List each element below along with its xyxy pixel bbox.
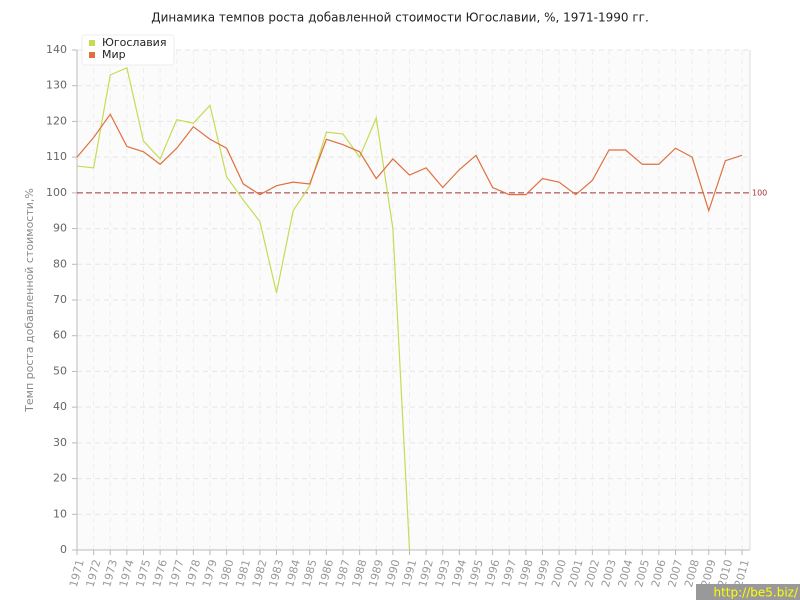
y-tick-label: 140 xyxy=(46,43,67,56)
y-axis-label: Темп роста добавленной стоимости,% xyxy=(23,188,36,413)
y-tick-label: 130 xyxy=(46,79,67,92)
watermark-bg xyxy=(696,584,800,600)
y-tick-label: 60 xyxy=(53,329,67,342)
chart-title: Динамика темпов роста добавленной стоимо… xyxy=(151,11,649,25)
y-tick-label: 90 xyxy=(53,222,67,235)
legend-swatch xyxy=(89,52,95,58)
series-line xyxy=(76,113,743,213)
y-tick-label: 120 xyxy=(46,114,67,127)
y-tick-label: 40 xyxy=(53,400,67,413)
y-tick-label: 10 xyxy=(53,507,67,520)
legend-box xyxy=(81,34,175,66)
y-tick-label: 50 xyxy=(53,364,67,377)
legend-swatch xyxy=(89,40,95,46)
y-tick-label: 100 xyxy=(46,186,67,199)
reference-label: 100 xyxy=(752,188,767,197)
watermark: http://be5.biz/ xyxy=(713,586,798,600)
legend-label: Югославия xyxy=(102,36,166,49)
y-tick-label: 30 xyxy=(53,436,67,449)
y-tick-label: 70 xyxy=(53,293,67,306)
y-tick-label: 110 xyxy=(46,150,67,163)
y-tick-label: 80 xyxy=(53,257,67,270)
y-tick-label: 20 xyxy=(53,472,67,485)
y-tick-label: 0 xyxy=(60,543,67,556)
legend-label: Мир xyxy=(102,48,126,61)
